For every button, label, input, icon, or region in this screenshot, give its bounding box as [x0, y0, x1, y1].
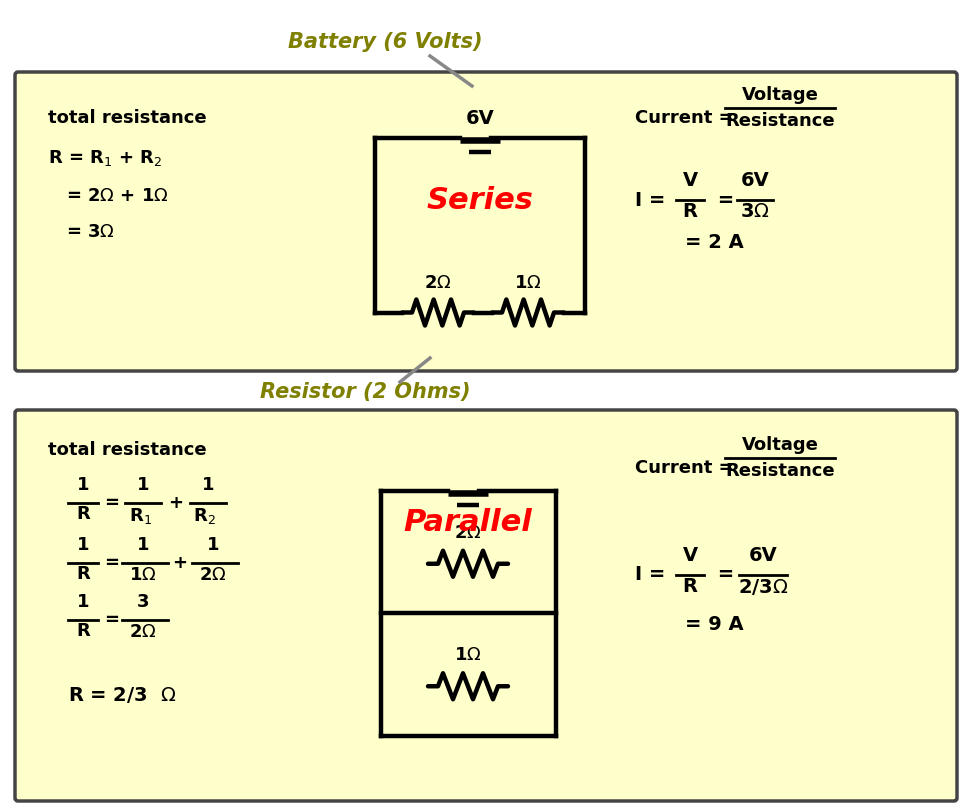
- Text: 3: 3: [137, 593, 150, 611]
- Text: 3$\Omega$: 3$\Omega$: [740, 202, 770, 221]
- Text: 6V: 6V: [748, 546, 778, 565]
- Text: +: +: [172, 554, 188, 572]
- Text: 1: 1: [77, 536, 89, 554]
- Text: = 3$\Omega$: = 3$\Omega$: [66, 223, 115, 241]
- Text: 6V: 6V: [466, 108, 495, 128]
- Text: V: V: [682, 546, 698, 565]
- Text: Parallel: Parallel: [403, 508, 533, 537]
- Text: 2/3$\Omega$: 2/3$\Omega$: [738, 577, 788, 597]
- Text: 1: 1: [137, 476, 150, 494]
- Text: = 2$\Omega$ + 1$\Omega$: = 2$\Omega$ + 1$\Omega$: [66, 187, 169, 205]
- Text: I =: I =: [635, 565, 672, 584]
- Text: Voltage: Voltage: [742, 436, 818, 454]
- Text: 1$\Omega$: 1$\Omega$: [129, 566, 156, 584]
- Text: R: R: [76, 505, 89, 523]
- FancyBboxPatch shape: [15, 410, 957, 801]
- Text: Voltage: Voltage: [742, 86, 818, 104]
- Text: R: R: [76, 622, 89, 640]
- Text: =: =: [711, 565, 741, 584]
- Text: R = 2/3  $\Omega$: R = 2/3 $\Omega$: [68, 685, 177, 705]
- Text: 1$\Omega$: 1$\Omega$: [514, 274, 541, 293]
- Text: R: R: [682, 577, 698, 596]
- Text: =: =: [105, 554, 120, 572]
- Text: 6V: 6V: [741, 171, 770, 190]
- Text: V: V: [682, 171, 698, 190]
- Text: 1: 1: [202, 476, 214, 494]
- Text: = 9 A: = 9 A: [685, 616, 744, 634]
- Text: Resistor (2 Ohms): Resistor (2 Ohms): [260, 382, 470, 402]
- Text: total resistance: total resistance: [48, 109, 207, 127]
- Text: +: +: [168, 494, 184, 512]
- Text: 2$\Omega$: 2$\Omega$: [199, 566, 226, 584]
- Text: 1: 1: [207, 536, 220, 554]
- Text: 1$\Omega$: 1$\Omega$: [454, 646, 482, 664]
- Text: = 2 A: = 2 A: [685, 232, 744, 252]
- Text: Battery (6 Volts): Battery (6 Volts): [288, 32, 482, 52]
- Text: Resistance: Resistance: [725, 462, 835, 480]
- Text: 2$\Omega$: 2$\Omega$: [129, 623, 156, 641]
- Text: Series: Series: [427, 185, 534, 214]
- Text: total resistance: total resistance: [48, 441, 207, 459]
- FancyBboxPatch shape: [15, 72, 957, 371]
- Text: 1: 1: [137, 536, 150, 554]
- Text: R$_2$: R$_2$: [192, 506, 216, 526]
- Text: 1: 1: [77, 476, 89, 494]
- Text: R: R: [76, 565, 89, 583]
- Text: R = R$_1$ + R$_2$: R = R$_1$ + R$_2$: [48, 148, 162, 168]
- Text: Current =: Current =: [635, 459, 740, 477]
- Text: =: =: [105, 611, 120, 629]
- Text: Current =: Current =: [635, 109, 740, 127]
- Text: =: =: [711, 190, 741, 210]
- Text: R$_1$: R$_1$: [128, 506, 152, 526]
- Text: Resistance: Resistance: [725, 112, 835, 130]
- Text: I =: I =: [635, 190, 672, 210]
- Text: R: R: [682, 202, 698, 221]
- Text: 2$\Omega$: 2$\Omega$: [454, 523, 482, 542]
- Text: 1: 1: [77, 593, 89, 611]
- Text: =: =: [105, 494, 120, 512]
- Text: 2$\Omega$: 2$\Omega$: [424, 274, 452, 293]
